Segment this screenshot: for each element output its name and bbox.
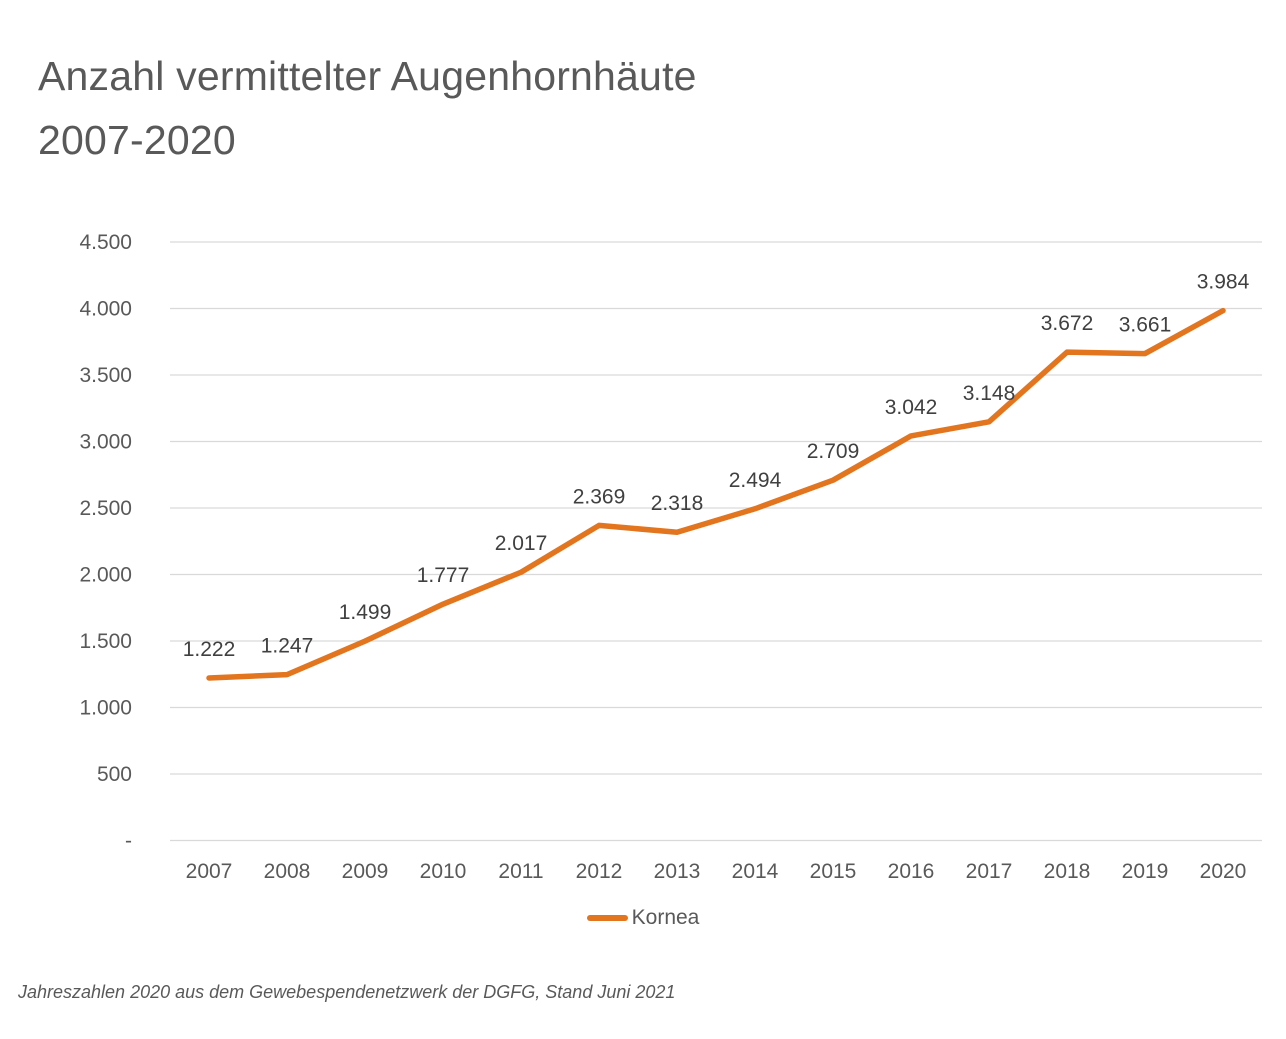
data-point-label: 2.369	[573, 485, 626, 508]
x-tick-label: 2015	[810, 860, 857, 883]
y-tick-label: 1.500	[79, 630, 132, 653]
data-point-label: 3.672	[1041, 312, 1094, 335]
data-point-label: 3.042	[885, 396, 938, 419]
data-point-label: 3.661	[1119, 314, 1172, 337]
x-tick-label: 2009	[342, 860, 389, 883]
data-point-label: 2.017	[495, 532, 548, 555]
y-tick-label: 500	[97, 763, 132, 786]
y-tick-label: 4.500	[79, 231, 132, 254]
x-tick-label: 2019	[1122, 860, 1169, 883]
x-tick-label: 2014	[732, 860, 779, 883]
y-tick-label: 3.000	[79, 431, 132, 454]
y-tick-label: 3.500	[79, 364, 132, 387]
y-tick-label: 1.000	[79, 697, 132, 720]
data-point-label: 1.777	[417, 564, 470, 587]
y-tick-label: 2.000	[79, 564, 132, 587]
source-note: Jahreszahlen 2020 aus dem Gewebespendene…	[18, 982, 676, 1002]
x-tick-label: 2017	[966, 860, 1013, 883]
x-tick-label: 2011	[498, 860, 543, 883]
chart-legend: Kornea	[0, 906, 1286, 930]
y-tick-label: -	[125, 830, 132, 853]
data-point-label: 2.494	[729, 469, 782, 492]
chart-title-line1: Anzahl vermittelter Augenhornhäute	[38, 53, 697, 99]
data-point-label: 2.709	[807, 440, 860, 463]
data-point-label: 2.318	[651, 492, 704, 515]
y-tick-label: 2.500	[79, 497, 132, 520]
x-tick-label: 2012	[576, 860, 623, 883]
data-point-label: 3.984	[1197, 271, 1250, 294]
legend-label: Kornea	[631, 906, 700, 929]
data-point-label: 1.499	[339, 601, 392, 624]
legend-line-swatch	[586, 915, 628, 921]
series-line-kornea	[206, 307, 1226, 681]
data-point-label: 1.222	[183, 638, 236, 661]
x-tick-label: 2016	[888, 860, 935, 883]
x-tick-label: 2018	[1044, 860, 1091, 883]
x-tick-label: 2020	[1200, 860, 1247, 883]
data-point-label: 3.148	[963, 382, 1016, 405]
chart-title: Anzahl vermittelter Augenhornhäute 2007-…	[38, 44, 697, 172]
x-tick-label: 2007	[186, 860, 233, 883]
chart-title-line2: 2007-2020	[38, 117, 236, 163]
x-tick-label: 2008	[264, 860, 311, 883]
x-tick-label: 2013	[654, 860, 701, 883]
y-tick-label: 4.000	[79, 298, 132, 321]
data-point-label: 1.247	[261, 635, 314, 658]
x-tick-label: 2010	[420, 860, 467, 883]
